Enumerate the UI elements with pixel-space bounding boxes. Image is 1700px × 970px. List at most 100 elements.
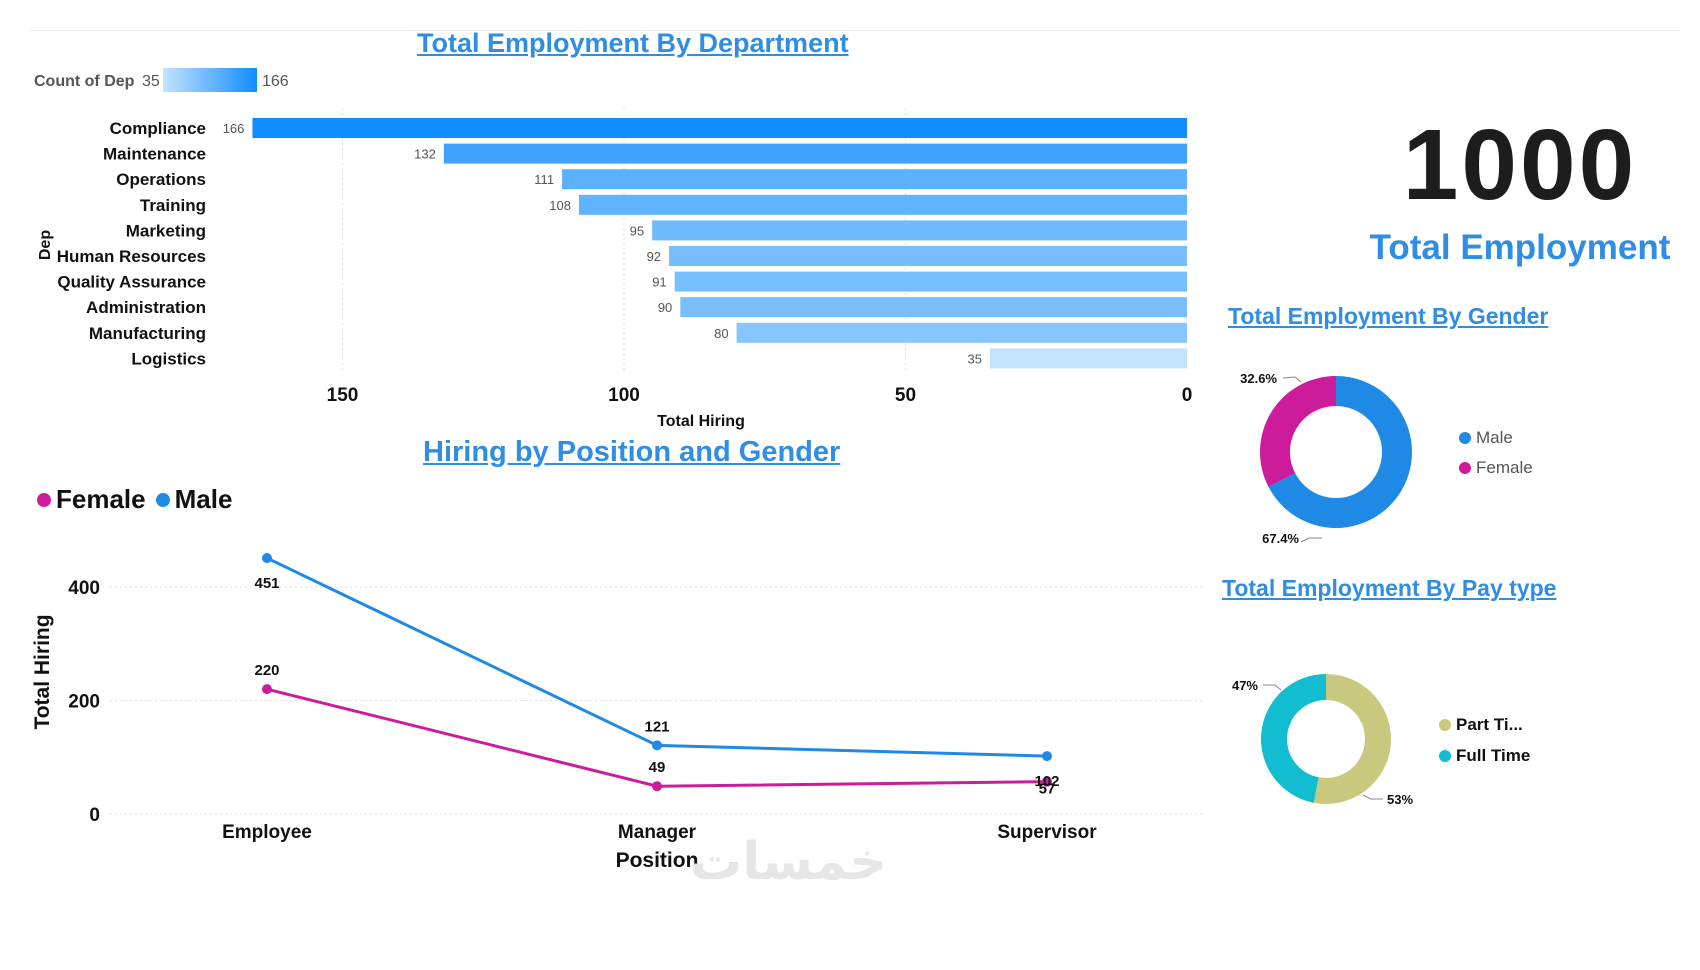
data-label-female: 49 bbox=[649, 759, 666, 776]
pay-leader-line bbox=[1263, 684, 1282, 691]
y-axis-title: Total Hiring bbox=[31, 614, 54, 729]
data-point-male[interactable] bbox=[1042, 751, 1052, 762]
x-tick-label: 100 bbox=[608, 385, 640, 406]
gender-donut-chart: 67.4% 32.6% bbox=[1240, 371, 1412, 546]
legend-female-swatch bbox=[1459, 462, 1471, 474]
data-label-female: 57 bbox=[1039, 781, 1056, 798]
category-label: Maintenance bbox=[103, 145, 206, 164]
pay-donut-chart: 53% 47% bbox=[1232, 674, 1413, 807]
x-axis-title: Total Hiring bbox=[657, 413, 745, 430]
gender-leader-line bbox=[1282, 376, 1302, 383]
position-chart-title[interactable]: Hiring by Position and Gender bbox=[423, 436, 841, 468]
pay-legend-full-label: Full Time bbox=[1456, 746, 1531, 765]
gender-slice-male[interactable] bbox=[1268, 376, 1412, 528]
legend-part-swatch bbox=[1439, 719, 1451, 731]
gradient-legend-min: 35 bbox=[142, 73, 160, 90]
data-label-male: 451 bbox=[254, 575, 279, 592]
pay-chart-title[interactable]: Total Employment By Pay type bbox=[1222, 575, 1557, 601]
legend-male-dot bbox=[155, 492, 170, 507]
gender-legend-male[interactable]: Male bbox=[1459, 428, 1513, 448]
legend-full-swatch bbox=[1439, 750, 1451, 762]
bar-maintenance[interactable] bbox=[443, 143, 1188, 164]
gender-legend-female-label: Female bbox=[1476, 458, 1533, 477]
bar-value-label: 111 bbox=[534, 172, 554, 187]
bar-marketing[interactable] bbox=[652, 220, 1187, 241]
legend-female-dot bbox=[37, 492, 51, 507]
category-label: Quality Assurance bbox=[57, 273, 206, 292]
position-line-chart: 0 200 400 Employee Manager Supervisor Position… bbox=[31, 553, 1205, 872]
category-label: Training bbox=[140, 196, 206, 215]
gender-legend-female[interactable]: Female bbox=[1459, 458, 1533, 478]
data-label-male: 121 bbox=[644, 718, 669, 735]
bar-quality-assurance[interactable] bbox=[674, 271, 1187, 292]
gender-slice-label: 67.4% bbox=[1262, 531, 1299, 546]
gender-chart-title[interactable]: Total Employment By Gender bbox=[1228, 303, 1549, 329]
bar-operations[interactable] bbox=[562, 169, 1187, 190]
gender-slice-label: 32.6% bbox=[1240, 371, 1277, 386]
gradient-legend-bar bbox=[163, 68, 257, 92]
bar-value-label: 80 bbox=[714, 326, 728, 341]
bar-value-label: 35 bbox=[967, 351, 981, 366]
data-point-male[interactable] bbox=[652, 740, 662, 751]
pay-leader-line bbox=[1362, 794, 1383, 800]
gender-leader-line bbox=[1300, 537, 1322, 543]
legend-female-label[interactable]: Female bbox=[56, 484, 146, 514]
bar-administration[interactable] bbox=[680, 297, 1187, 318]
pay-slice-part-ti-[interactable] bbox=[1313, 674, 1391, 804]
y-tick-label: 0 bbox=[89, 805, 100, 826]
position-legend: Female Male bbox=[37, 484, 232, 515]
bar-value-label: 90 bbox=[658, 300, 672, 315]
dept-chart-title[interactable]: Total Employment By Department bbox=[417, 28, 849, 58]
x-category-label: Supervisor bbox=[997, 822, 1097, 843]
dept-gradient-legend: Count of Dep 35 166 bbox=[34, 68, 289, 92]
category-label: Administration bbox=[86, 298, 206, 317]
gradient-legend-label: Count of Dep bbox=[34, 73, 135, 90]
bar-human-resources[interactable] bbox=[669, 246, 1187, 266]
data-label-male: 102 bbox=[1034, 773, 1059, 790]
bar-value-label: 91 bbox=[652, 275, 666, 290]
data-label-female: 220 bbox=[254, 662, 279, 679]
bar-logistics[interactable] bbox=[989, 348, 1187, 369]
pay-legend-part[interactable]: Part Ti... bbox=[1439, 715, 1523, 735]
kpi-label: Total Employment bbox=[1369, 228, 1671, 267]
bar-value-label: 132 bbox=[414, 147, 436, 162]
pay-legend-part-label: Part Ti... bbox=[1456, 715, 1523, 734]
x-axis-title: Position bbox=[616, 849, 699, 872]
category-label: Compliance bbox=[110, 119, 206, 138]
pay-legend-full[interactable]: Full Time bbox=[1439, 746, 1530, 766]
pay-slice-label: 47% bbox=[1232, 678, 1258, 693]
gender-legend-male-label: Male bbox=[1476, 428, 1513, 447]
bar-compliance[interactable] bbox=[252, 118, 1188, 138]
category-label: Human Resources bbox=[57, 247, 206, 266]
bar-value-label: 166 bbox=[223, 121, 245, 136]
pay-slice-label: 53% bbox=[1387, 792, 1413, 807]
data-point-male[interactable] bbox=[262, 553, 272, 564]
bar-training[interactable] bbox=[578, 194, 1187, 215]
pay-slice-full-time[interactable] bbox=[1261, 674, 1326, 803]
x-tick-label: 150 bbox=[327, 385, 359, 406]
legend-male-label[interactable]: Male bbox=[174, 484, 233, 514]
x-category-label: Employee bbox=[222, 822, 312, 843]
kpi-value: 1000 bbox=[1402, 109, 1638, 221]
bar-value-label: 92 bbox=[647, 249, 661, 264]
category-label: Operations bbox=[116, 170, 206, 189]
category-label: Logistics bbox=[131, 349, 206, 368]
bar-value-label: 95 bbox=[630, 223, 644, 238]
legend-male-swatch bbox=[1459, 432, 1471, 444]
y-tick-label: 200 bbox=[68, 692, 100, 713]
dept-bar-chart: 150 100 50 0 166 Compliance 132 Maintenance 111 O… bbox=[37, 108, 1193, 430]
data-point-female[interactable] bbox=[262, 684, 272, 695]
watermark-logo: خمسات bbox=[690, 832, 888, 892]
report-canvas bbox=[30, 30, 1680, 961]
bar-value-label: 108 bbox=[549, 198, 571, 213]
x-tick-label: 0 bbox=[1182, 385, 1193, 406]
data-point-female[interactable] bbox=[1042, 776, 1052, 787]
gender-slice-female[interactable] bbox=[1260, 376, 1336, 487]
bar-manufacturing[interactable] bbox=[736, 322, 1187, 343]
x-category-label: Manager bbox=[618, 822, 697, 843]
gradient-legend-max: 166 bbox=[262, 73, 289, 90]
data-point-female[interactable] bbox=[652, 781, 662, 792]
y-tick-label: 400 bbox=[68, 578, 100, 599]
y-axis-title: Dep bbox=[37, 230, 54, 260]
category-label: Marketing bbox=[126, 221, 206, 240]
